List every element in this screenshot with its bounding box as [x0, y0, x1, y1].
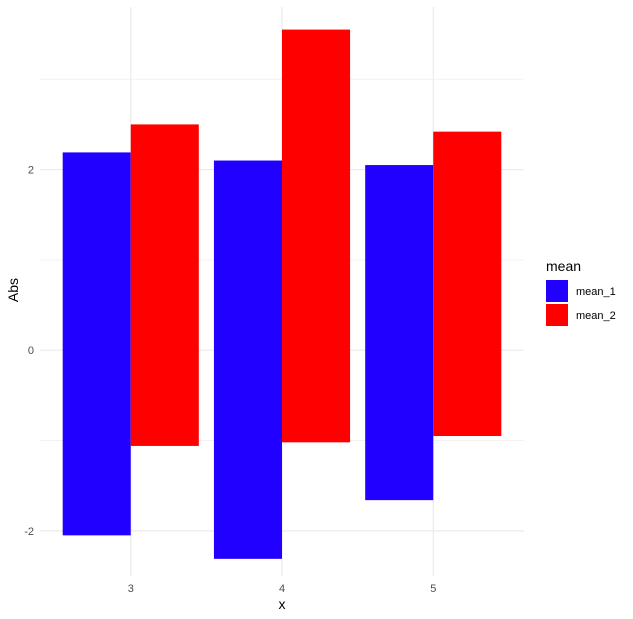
y-tick-label: 0 [28, 345, 34, 357]
y-axis-title: Abs [5, 278, 21, 302]
y-tick-label: -2 [24, 526, 34, 538]
bar-mean_1-5 [365, 165, 434, 501]
bar-mean_2-4 [282, 29, 351, 443]
legend-key-mean_1 [546, 280, 568, 302]
x-tick-label: 3 [128, 583, 134, 595]
legend-title: mean [546, 258, 581, 274]
bar-mean_2-3 [130, 124, 199, 446]
bar-mean_1-4 [213, 160, 282, 559]
legend-key-mean_2 [546, 304, 568, 326]
x-axis-title: x [279, 596, 286, 612]
bar-mean_2-5 [433, 131, 502, 437]
legend-label-mean_1: mean_1 [576, 286, 616, 298]
legend-items: mean_1 mean_2 [546, 280, 616, 326]
x-tick-label: 5 [430, 583, 436, 595]
x-tick-labels: 3 4 5 [128, 583, 437, 595]
legend: mean mean_1 mean_2 [546, 258, 616, 326]
bar-mean_1-3 [62, 152, 131, 536]
y-tick-labels: -2 0 2 [24, 165, 34, 538]
y-tick-label: 2 [28, 165, 34, 177]
legend-label-mean_2: mean_2 [576, 310, 616, 322]
bars [62, 29, 502, 559]
x-tick-label: 4 [279, 583, 285, 595]
